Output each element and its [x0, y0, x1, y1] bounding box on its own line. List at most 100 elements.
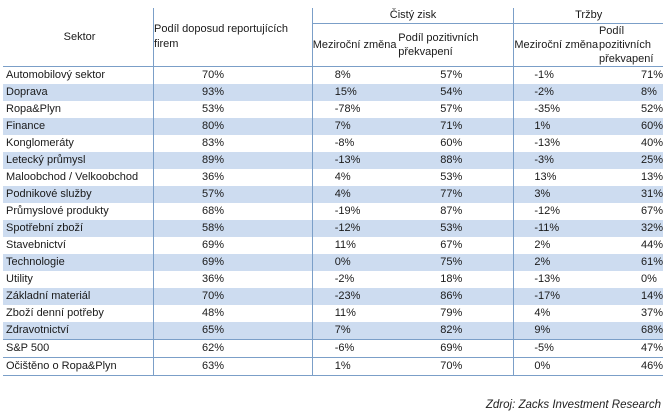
- cell-net-income-positive: 54%: [398, 84, 514, 101]
- earnings-table: Sektor Podíl doposud reportujících firem…: [3, 8, 663, 376]
- cell-revenue-yoy: 9%: [513, 322, 599, 340]
- cell-net-income-yoy: -78%: [311, 101, 399, 118]
- cell-sector: Utility: [6, 273, 33, 285]
- cell-sector: Spotřební zboží: [3, 220, 154, 237]
- table-row: Stavebnictví 69% 11% 67% 2% 44%: [3, 237, 663, 254]
- cell-net-income-positive: 87%: [440, 205, 463, 217]
- cell-revenue-positive: 37%: [640, 307, 663, 319]
- table-row: Utility 36% -2% 18% -13% 0%: [3, 271, 663, 288]
- cell-revenue-positive: 40%: [640, 137, 663, 149]
- cell-share: 62%: [153, 339, 313, 358]
- cell-share: 48%: [153, 305, 313, 322]
- cell-revenue-yoy: -2%: [513, 84, 599, 101]
- table-row: Spotřební zboží 58% -12% 53% -11% 32%: [3, 220, 663, 237]
- header-share: Podíl doposud reportujících firem: [153, 8, 313, 66]
- cell-net-income-yoy: 11%: [311, 305, 399, 322]
- cell-sector: Finance: [3, 118, 154, 135]
- cell-net-income-positive: 75%: [398, 254, 514, 271]
- cell-share: 69%: [153, 237, 313, 254]
- cell-net-income-positive: 77%: [398, 186, 514, 203]
- cell-revenue-yoy: -12%: [513, 203, 599, 220]
- header-rev-positive: Podíl pozitivních překvapení: [598, 25, 654, 65]
- table-row: Zboží denní potřeby 48% 11% 79% 4% 37%: [3, 305, 663, 322]
- table-row: Doprava 93% 15% 54% -2% 8%: [3, 84, 663, 101]
- cell-sector: Stavebnictví: [6, 239, 66, 251]
- cell-sector: S&P 500: [3, 339, 154, 358]
- cell-net-income-positive: 70%: [398, 357, 514, 376]
- cell-net-income-positive: 69%: [398, 339, 514, 358]
- table-row: Automobilový sektor 70% 8% 57% -1% 71%: [3, 66, 663, 84]
- cell-revenue-yoy: 2%: [513, 254, 599, 271]
- cell-net-income-yoy: -23%: [311, 288, 399, 305]
- cell-sector: Očištěno o Ropa&Plyn: [3, 357, 154, 376]
- cell-revenue-positive: 47%: [598, 339, 663, 358]
- cell-net-income-yoy: -6%: [311, 339, 399, 358]
- cell-revenue-yoy: 13%: [513, 169, 599, 186]
- cell-revenue-yoy: -3%: [513, 152, 599, 169]
- cell-sector: Podnikové služby: [3, 186, 154, 203]
- cell-revenue-positive: 32%: [598, 220, 663, 237]
- table-row: S&P 500 62% -6% 69% -5% 47%: [3, 339, 663, 358]
- cell-net-income-positive: 67%: [440, 239, 463, 251]
- cell-share: 68%: [153, 203, 313, 220]
- cell-revenue-positive: 44%: [640, 239, 663, 251]
- cell-share: 80%: [153, 118, 313, 135]
- cell-share: 57%: [153, 186, 313, 203]
- cell-revenue-yoy: -1%: [513, 66, 599, 84]
- cell-revenue-positive: 67%: [640, 205, 663, 217]
- cell-revenue-yoy: 4%: [513, 305, 599, 322]
- cell-revenue-positive: 71%: [640, 69, 663, 81]
- cell-revenue-positive: 60%: [598, 118, 663, 135]
- table-row: Průmyslové produkty 68% -19% 87% -12% 67%: [3, 203, 663, 220]
- cell-revenue-yoy: -11%: [513, 220, 599, 237]
- cell-net-income-positive: 53%: [398, 220, 514, 237]
- cell-net-income-yoy: -8%: [311, 135, 399, 152]
- cell-share: 70%: [153, 288, 313, 305]
- header-ni-positive: Podíl pozitivních překvapení: [398, 32, 479, 58]
- cell-share: 36%: [153, 271, 313, 288]
- table-row: Zdravotnictví 65% 7% 82% 9% 68%: [3, 322, 663, 340]
- header-sector: Sektor: [63, 30, 96, 43]
- cell-revenue-positive: 31%: [598, 186, 663, 203]
- cell-net-income-yoy: 4%: [311, 186, 399, 203]
- cell-revenue-positive: 46%: [598, 357, 663, 376]
- cell-net-income-positive: 79%: [440, 307, 463, 319]
- cell-sector: Doprava: [3, 84, 154, 101]
- cell-revenue-positive: 61%: [598, 254, 663, 271]
- cell-net-income-yoy: 0%: [311, 254, 399, 271]
- source-note: Zdroj: Zacks Investment Research: [485, 399, 661, 411]
- header-ni-yoy: Meziroční změna: [311, 23, 399, 66]
- cell-revenue-yoy: 1%: [513, 118, 599, 135]
- cell-share: 89%: [153, 152, 313, 169]
- cell-net-income-positive: 88%: [398, 152, 514, 169]
- cell-revenue-positive: 8%: [598, 84, 663, 101]
- cell-share: 58%: [153, 220, 313, 237]
- table-row: Konglomeráty 83% -8% 60% -13% 40%: [3, 135, 663, 152]
- cell-net-income-yoy: 4%: [311, 169, 399, 186]
- table-row: Očištěno o Ropa&Plyn 63% 1% 70% 0% 46%: [3, 357, 663, 376]
- cell-revenue-yoy: -35%: [513, 101, 599, 118]
- cell-net-income-yoy: 11%: [311, 237, 399, 254]
- cell-sector: Základní materiál: [3, 288, 154, 305]
- cell-net-income-yoy: -19%: [311, 203, 399, 220]
- cell-revenue-positive: 13%: [640, 171, 663, 183]
- cell-net-income-positive: 71%: [398, 118, 514, 135]
- cell-revenue-yoy: -13%: [513, 135, 599, 152]
- cell-net-income-yoy: -12%: [311, 220, 399, 237]
- cell-net-income-positive: 18%: [440, 273, 463, 285]
- cell-sector: Maloobchod / Velkoobchod: [6, 171, 139, 183]
- cell-net-income-yoy: 15%: [311, 84, 399, 101]
- cell-net-income-yoy: 7%: [311, 322, 399, 340]
- cell-net-income-positive: 57%: [440, 103, 463, 115]
- cell-sector: Technologie: [3, 254, 154, 271]
- cell-net-income-positive: 82%: [398, 322, 514, 340]
- cell-revenue-yoy: -13%: [513, 271, 599, 288]
- cell-share: 65%: [153, 322, 313, 340]
- table-row: Finance 80% 7% 71% 1% 60%: [3, 118, 663, 135]
- header-rev-yoy: Meziroční změna: [513, 23, 599, 66]
- table-row: Technologie 69% 0% 75% 2% 61%: [3, 254, 663, 271]
- cell-revenue-yoy: 0%: [513, 357, 599, 376]
- cell-sector: Automobilový sektor: [6, 69, 106, 81]
- cell-sector: Zdravotnictví: [3, 322, 154, 340]
